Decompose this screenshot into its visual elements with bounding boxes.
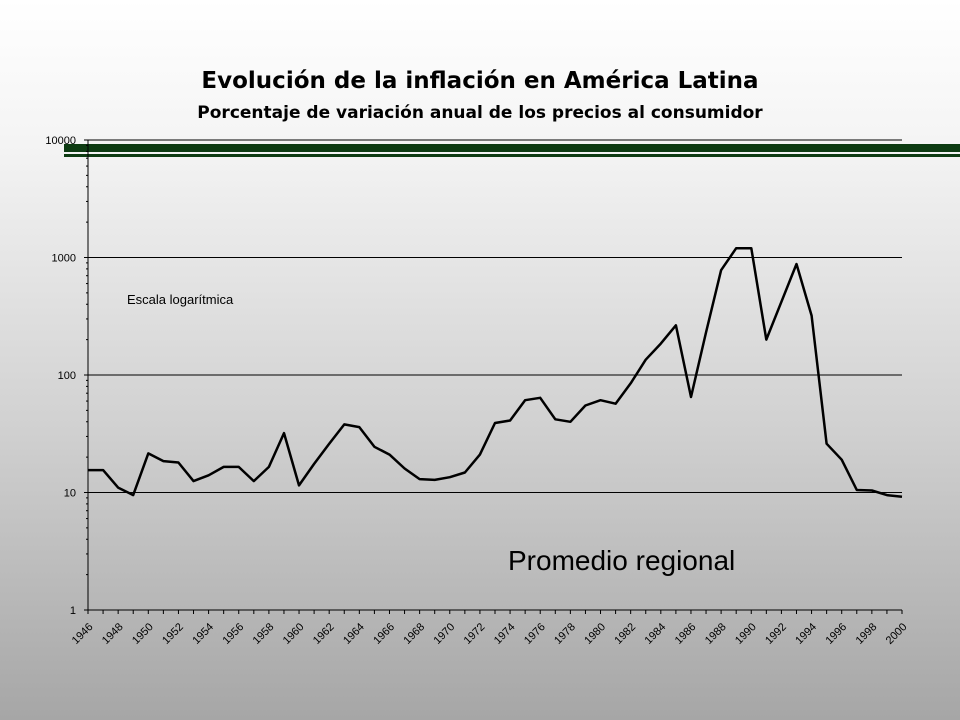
x-tick-label: 1958 (251, 621, 277, 647)
x-tick-label: 1998 (854, 621, 880, 647)
x-tick-label: 1966 (371, 621, 397, 647)
accent-bar-thin (64, 154, 960, 157)
x-tick-label: 1980 (582, 621, 608, 647)
x-tick-label: 1994 (793, 621, 819, 647)
y-tick-label: 1 (70, 605, 76, 617)
grid-lines (88, 139, 902, 493)
x-tick-label: 1968 (401, 621, 427, 647)
y-tick-label: 1000 (52, 253, 76, 265)
x-tick-label: 1956 (221, 621, 247, 647)
x-tick-label: 1952 (160, 621, 186, 647)
x-tick-label: 1972 (462, 621, 488, 647)
y-tick-label: 10000 (45, 135, 76, 147)
series-group (88, 246, 903, 499)
x-tick-label: 1976 (522, 621, 548, 647)
annotation-regional-average: Promedio regional (508, 545, 735, 576)
x-axis-ticks: 1946 1948 1950 1952 1954 1956 1958 1960 1962 1964… (70, 610, 910, 647)
chart-title: Evolución de la inflación en América Lat… (201, 68, 759, 94)
x-tick-label: 1978 (552, 621, 578, 647)
x-tick-label: 1960 (281, 621, 307, 647)
x-tick-label: 2000 (884, 621, 910, 647)
x-tick-label: 1990 (733, 621, 759, 647)
x-tick-label: 1964 (341, 621, 367, 647)
series-line (88, 246, 903, 499)
x-tick-label: 1982 (612, 621, 638, 647)
x-tick-label: 1954 (190, 621, 216, 647)
x-tick-label: 1946 (70, 621, 96, 647)
accent-bar-thick (64, 144, 960, 152)
x-tick-label: 1948 (100, 621, 126, 647)
x-tick-label: 1974 (492, 621, 518, 647)
x-tick-label: 1984 (643, 621, 669, 647)
x-tick-label: 1992 (763, 621, 789, 647)
x-tick-label: 1970 (432, 621, 458, 647)
chart-subtitle: Porcentaje de variación anual de los pre… (197, 103, 763, 123)
annotation-log-scale: Escala logarítmica (127, 292, 234, 307)
y-tick-label: 100 (58, 370, 76, 382)
y-tick-label: 10 (64, 488, 76, 500)
y-axis-ticks: 1 10 100 1000 10000 (45, 135, 88, 617)
x-tick-label: 1988 (703, 621, 729, 647)
x-tick-label: 1996 (823, 621, 849, 647)
x-tick-label: 1962 (311, 621, 337, 647)
x-tick-label: 1950 (130, 621, 156, 647)
x-tick-label: 1986 (673, 621, 699, 647)
